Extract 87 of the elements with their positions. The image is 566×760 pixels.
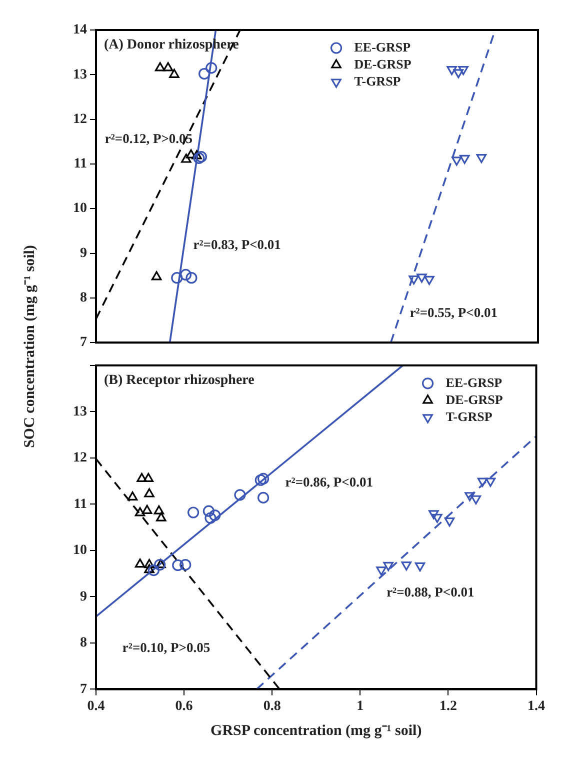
y-tick-label: 13 [73,67,87,82]
point [452,156,462,166]
point [198,68,210,80]
x-tick-label: 0.8 [263,699,281,714]
point [154,505,164,514]
y-tick-label: 10 [73,201,87,216]
point [209,509,221,522]
y-tick-label: 8 [80,636,87,651]
point [192,150,202,160]
point [444,518,455,527]
point [134,558,146,568]
point [485,478,496,487]
point [134,507,146,516]
point [204,512,216,524]
point [169,68,180,78]
point [180,268,192,281]
point [424,276,434,285]
x-tick-label: 1.4 [528,699,545,714]
x-axis-title: GRSP concentration (mg g⁻¹ soil) [210,722,422,739]
point [186,149,196,158]
point [408,275,419,285]
annotation: r²=0.83, P<0.01 [193,237,282,252]
y-tick-label: 12 [73,112,87,127]
x-tick-label: 1.2 [439,699,457,714]
point [172,559,184,572]
point [464,492,475,502]
point [187,506,200,518]
annotation: r²=0.10, P>0.05 [122,640,210,655]
point [470,495,482,504]
y-tick-label: 11 [74,156,87,172]
point [156,512,166,522]
point [376,566,386,576]
point [428,510,439,520]
y-tick-label: 12 [73,450,87,466]
point [154,62,166,72]
point [162,62,174,72]
point [257,472,270,485]
point [432,514,442,523]
point [383,562,394,572]
y-tick-label: 10 [73,543,87,558]
point [401,561,412,571]
x-tick-label: 0.4 [87,699,105,714]
point [476,154,487,164]
point [127,491,138,501]
point [144,558,154,568]
point [148,564,160,576]
legend-label: T-GRSP [354,73,401,88]
y-tick-label: 9 [80,246,87,261]
point [144,564,154,574]
legend-label: T-GRSP [446,408,492,424]
point [144,488,154,498]
point [234,489,246,501]
point [154,558,166,571]
annotation: r²=0.88, P<0.01 [386,584,474,600]
y-tick-label: 14 [73,22,87,38]
point [254,474,266,486]
point [206,62,218,74]
y-tick-label: 7 [80,682,87,697]
y-tick-label: 13 [73,404,87,420]
y-tick-label: 7 [80,335,87,350]
point [202,505,215,517]
legend-label: EE-GRSP [354,39,411,54]
legend-label: DE-GRSP [446,392,503,407]
point [142,504,152,514]
annotation: r²=0.86, P<0.01 [285,474,374,490]
legend-label: EE-GRSP [446,374,502,390]
annotation: r²=0.55, P<0.01 [410,305,498,320]
point [171,272,183,284]
y-tick-label: 9 [80,589,87,604]
point [416,274,427,283]
point [181,154,192,163]
point [414,562,426,572]
x-tick-label: 1 [356,699,364,714]
point [180,558,192,571]
y-tick-label: 11 [74,496,87,512]
point [477,478,488,487]
text: (B) Receptor rhizosphere [104,373,254,388]
point [257,492,270,504]
point [136,472,147,482]
x-tick-label: 0.6 [175,699,193,714]
legend-label: DE-GRSP [354,56,412,72]
y-tick-label: 8 [80,290,87,306]
y-axis-title: SOC concentration (mg g⁻¹ soil) [20,244,38,448]
point [460,154,470,164]
point [186,272,198,284]
point [156,558,166,568]
point [143,472,154,482]
